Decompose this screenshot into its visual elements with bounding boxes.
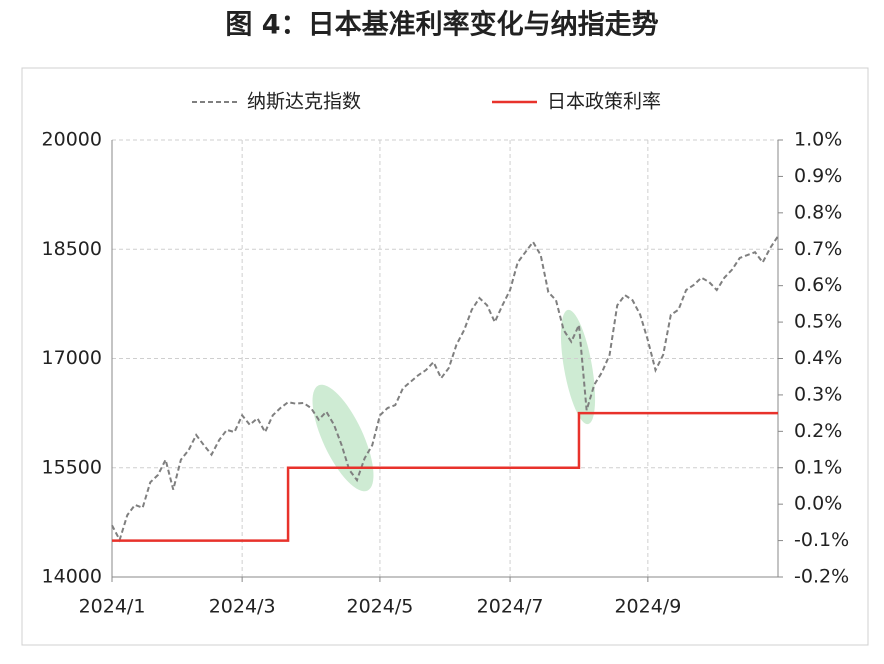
y2-tick-label: 1.0% (794, 129, 842, 151)
highlight (312, 384, 374, 492)
y-tick-label: 17000 (42, 347, 102, 369)
y2-tick-label: 0.6% (794, 274, 842, 296)
y2-tick-label: 0.3% (794, 383, 842, 405)
x-tick-label: 2024/3 (209, 596, 276, 618)
chart-frame (21, 67, 869, 646)
y2-tick-label: 0.1% (794, 456, 842, 478)
y2-tick-label: 0.9% (794, 165, 842, 187)
y2-tick-label: 0.5% (794, 311, 842, 333)
highlight (560, 309, 596, 425)
chart-title: 图 4：日本基准利率变化与纳指走势 (225, 9, 658, 41)
y2-tick-label: 0.0% (794, 493, 842, 515)
y2-tick-label: 0.2% (794, 420, 842, 442)
x-tick-label: 2024/5 (347, 596, 414, 618)
y-tick-label: 15500 (42, 456, 102, 478)
y-tick-label: 18500 (42, 238, 102, 260)
legend-label: 日本政策利率 (547, 91, 661, 113)
x-tick-label: 2024/1 (79, 596, 146, 618)
y-tick-label: 14000 (42, 566, 102, 588)
y2-tick-label: -0.1% (794, 529, 849, 551)
y-tick-label: 20000 (42, 129, 102, 151)
y2-tick-label: 0.7% (794, 238, 842, 260)
series-line (112, 411, 778, 542)
x-tick-label: 2024/7 (477, 596, 544, 618)
y2-tick-label: 0.8% (794, 201, 842, 223)
y2-tick-label: 0.4% (794, 347, 842, 369)
y2-tick-label: -0.2% (794, 566, 849, 588)
series-line (111, 235, 779, 543)
legend-label: 纳斯达克指数 (247, 91, 361, 113)
x-tick-label: 2024/9 (614, 596, 681, 618)
